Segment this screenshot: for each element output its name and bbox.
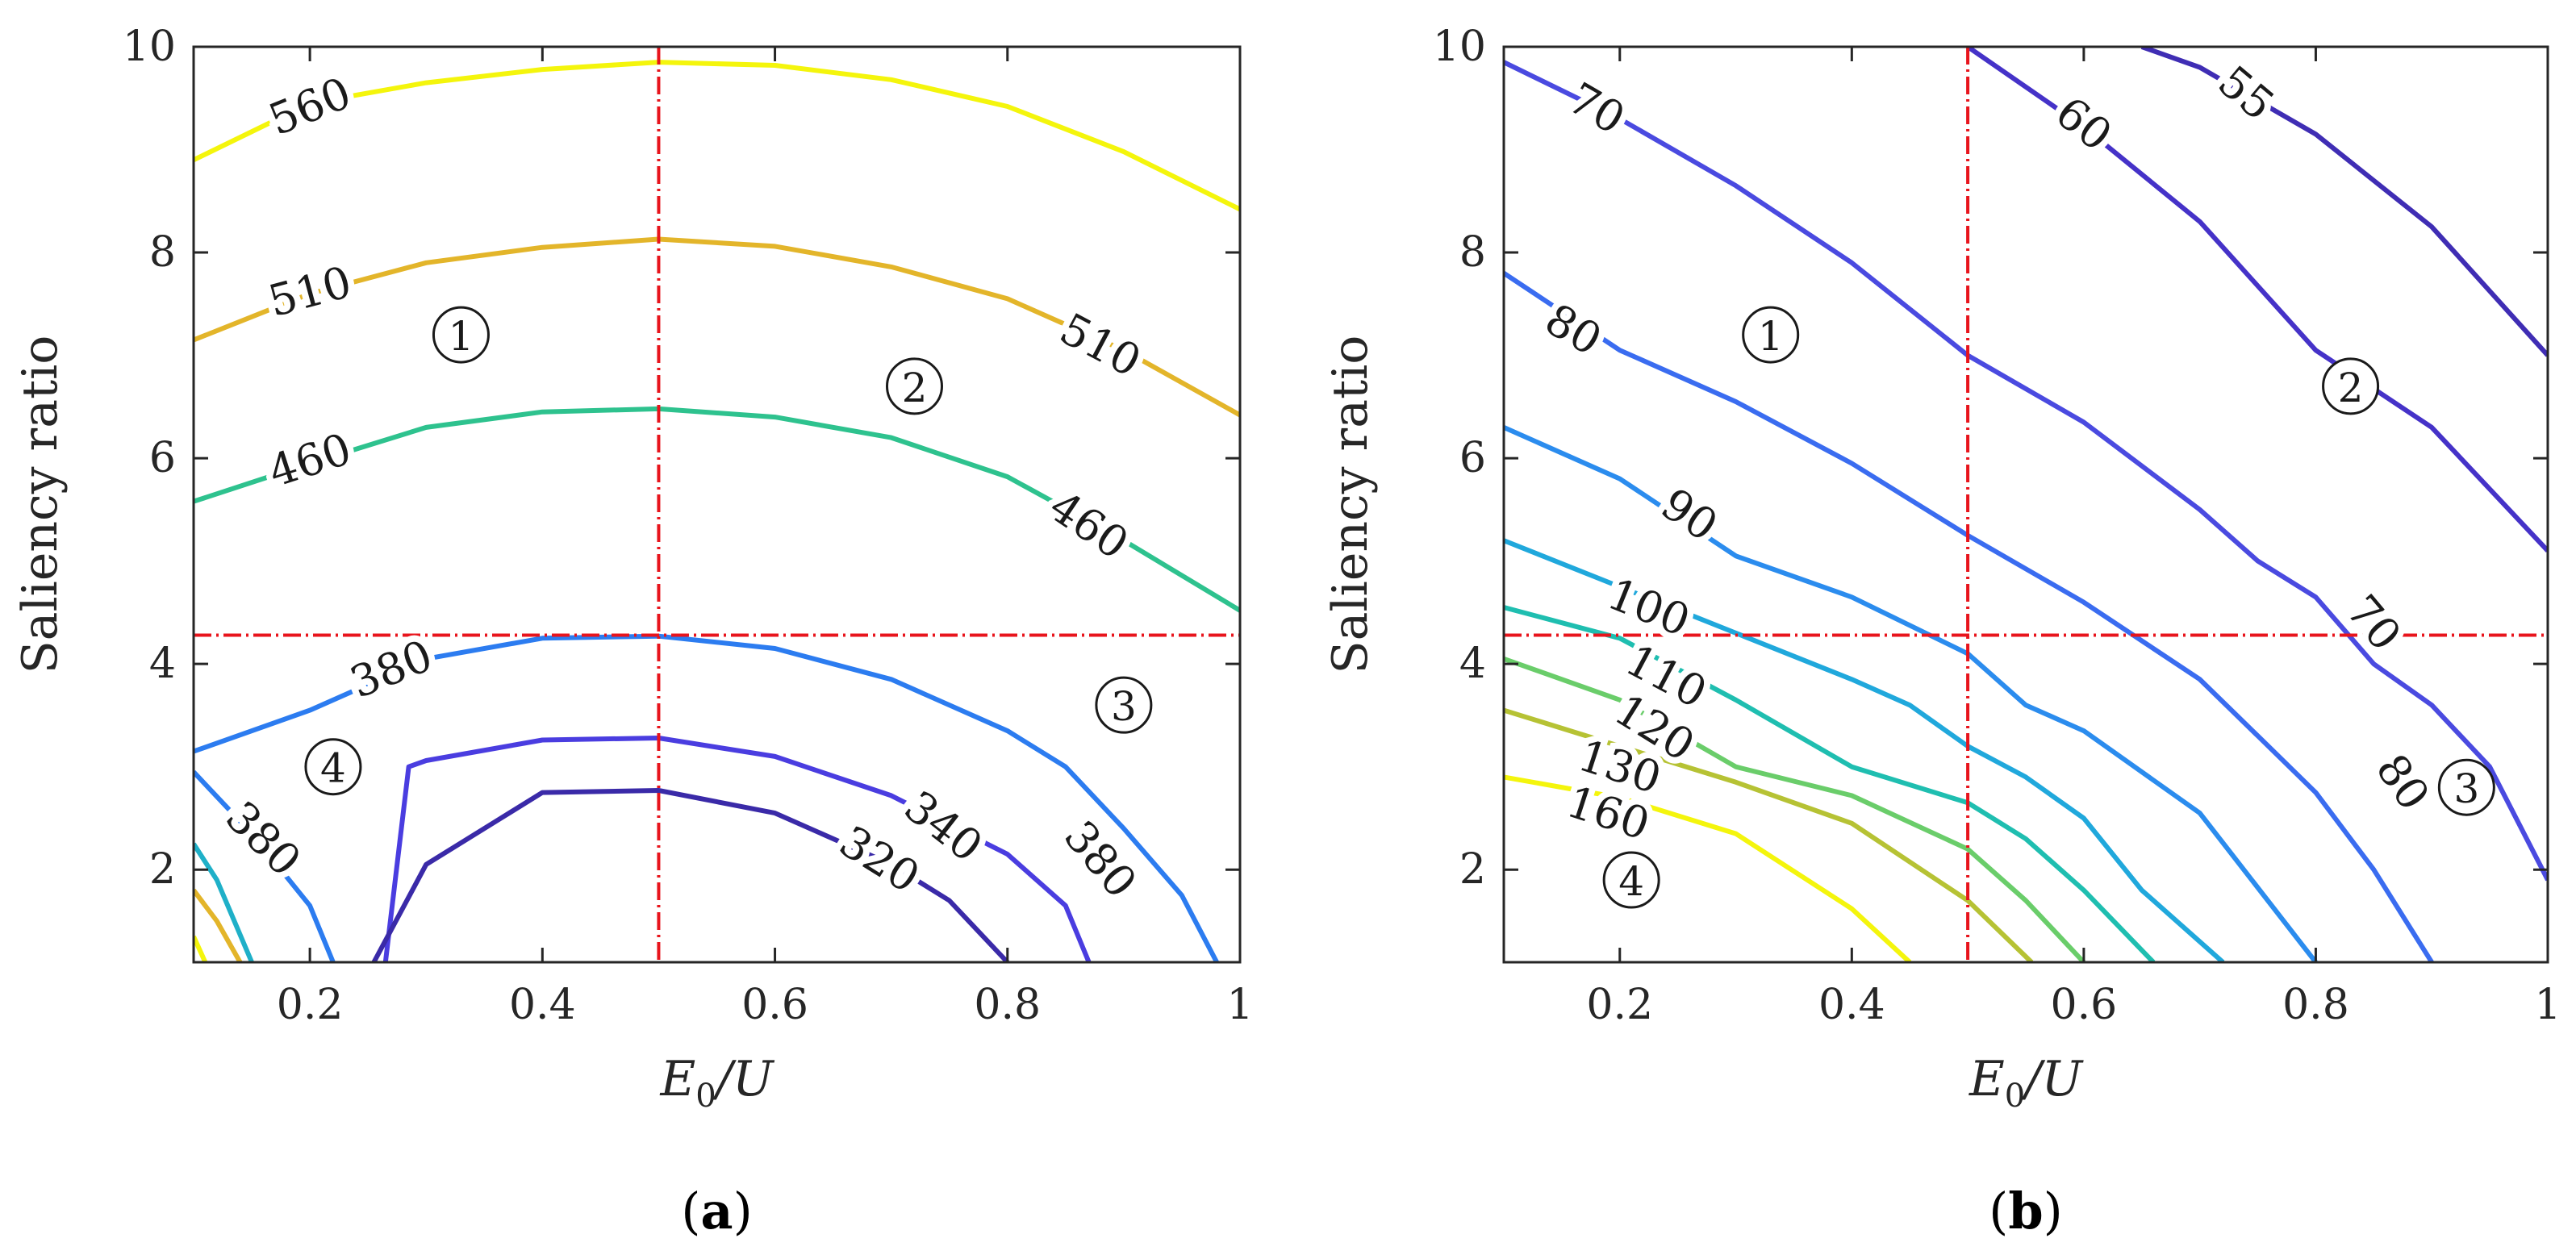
svg-text:3: 3 bbox=[2453, 765, 2479, 812]
contour-line-320 bbox=[371, 788, 1009, 962]
region-marker: 4 bbox=[304, 738, 362, 796]
x-axis-label: E0/U bbox=[659, 1051, 774, 1115]
panel-caption: (a) bbox=[681, 1182, 753, 1240]
contour-line-80 bbox=[1504, 271, 2434, 962]
y-tick-label: 8 bbox=[149, 228, 176, 277]
contour-line-55 bbox=[2140, 47, 2548, 357]
svg-text:3: 3 bbox=[1111, 683, 1137, 730]
region-marker: 2 bbox=[885, 357, 943, 415]
contour-line-560 bbox=[194, 935, 208, 962]
y-tick-label: 6 bbox=[1459, 434, 1486, 482]
contour-line-420 bbox=[194, 842, 254, 962]
x-tick-label: 1 bbox=[1226, 981, 1253, 1029]
y-tick-label: 10 bbox=[123, 23, 176, 71]
y-axis-label: Saliency ratio bbox=[1322, 336, 1379, 674]
x-tick-label: 0.2 bbox=[1586, 981, 1653, 1029]
svg-text:1: 1 bbox=[449, 313, 474, 360]
contour-line-120 bbox=[1504, 656, 2086, 962]
contour-line-100 bbox=[1504, 538, 2225, 962]
x-axis-label: E0/U bbox=[1969, 1051, 2084, 1115]
contour-line-70 bbox=[1504, 60, 2548, 882]
contour-line-60 bbox=[1966, 47, 2548, 552]
panel-caption: (b) bbox=[1989, 1182, 2063, 1240]
plot-frame bbox=[192, 45, 1242, 964]
plot-frame bbox=[1502, 45, 2549, 964]
x-tick-label: 0.2 bbox=[277, 981, 344, 1029]
svg-text:2: 2 bbox=[2338, 365, 2364, 411]
contour-line-380 bbox=[194, 770, 336, 962]
x-tick-label: 0.4 bbox=[1818, 981, 1885, 1029]
contour-line-340 bbox=[382, 736, 1092, 962]
y-axis-label: Saliency ratio bbox=[12, 336, 69, 674]
y-tick-label: 8 bbox=[1459, 228, 1486, 277]
contour-line-500 bbox=[194, 888, 243, 962]
region-marker: 1 bbox=[432, 306, 490, 364]
x-tick-label: 0.8 bbox=[974, 981, 1041, 1029]
x-tick-label: 0.6 bbox=[741, 981, 808, 1029]
contour-line-380 bbox=[194, 633, 1219, 962]
x-tick-label: 0.8 bbox=[2282, 981, 2349, 1029]
contour-group bbox=[194, 60, 1240, 962]
contour-group bbox=[1504, 47, 2548, 962]
region-marker: 2 bbox=[2322, 357, 2380, 415]
contour-line-160 bbox=[1504, 774, 1912, 962]
y-tick-label: 2 bbox=[1459, 845, 1486, 894]
x-tick-label: 0.4 bbox=[509, 981, 576, 1029]
plot-area bbox=[1504, 47, 2548, 962]
region-marker: 4 bbox=[1602, 851, 1660, 909]
y-tick-label: 4 bbox=[149, 640, 176, 688]
svg-text:2: 2 bbox=[902, 365, 928, 411]
contour-line-110 bbox=[1504, 605, 2156, 962]
region-marker: 3 bbox=[2437, 758, 2495, 816]
svg-text:4: 4 bbox=[320, 745, 346, 792]
plot-area bbox=[194, 47, 1240, 962]
region-marker: 1 bbox=[1742, 306, 1800, 364]
y-tick-label: 10 bbox=[1433, 23, 1486, 71]
x-tick-label: 1 bbox=[2534, 981, 2561, 1029]
y-tick-label: 4 bbox=[1459, 640, 1486, 688]
contour-line-510 bbox=[194, 236, 1240, 418]
contour-line-560 bbox=[194, 60, 1240, 212]
y-tick-label: 2 bbox=[149, 845, 176, 894]
svg-text:4: 4 bbox=[1618, 858, 1644, 905]
contour-line-130 bbox=[1504, 707, 2034, 962]
contour-line-460 bbox=[194, 406, 1240, 613]
x-tick-label: 0.6 bbox=[2051, 981, 2118, 1029]
svg-text:1: 1 bbox=[1758, 313, 1784, 360]
region-marker: 3 bbox=[1095, 676, 1153, 734]
y-tick-label: 6 bbox=[149, 434, 176, 482]
